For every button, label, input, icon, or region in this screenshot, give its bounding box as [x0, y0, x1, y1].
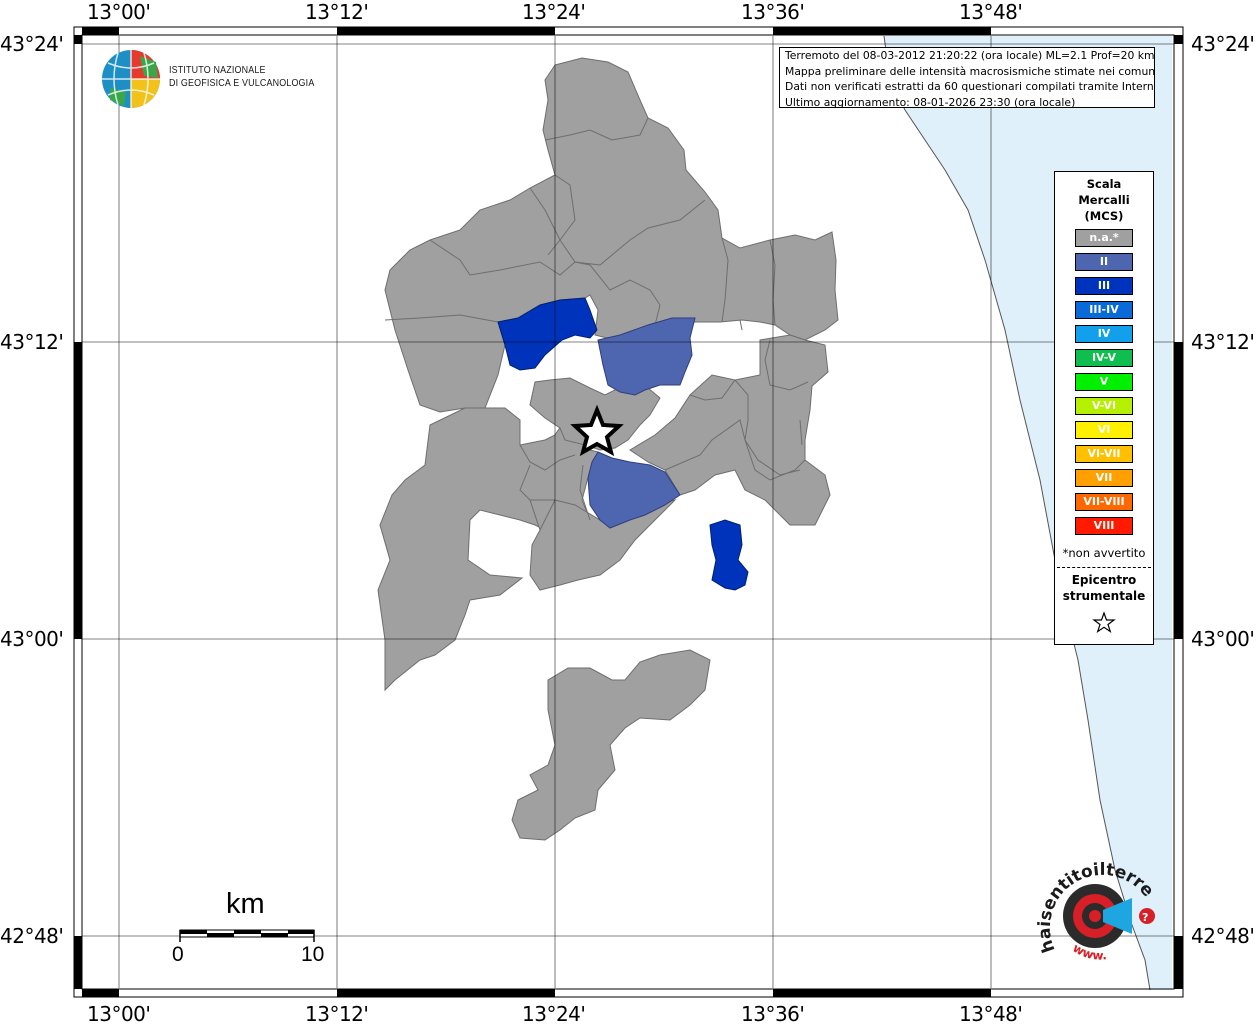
- lat-label-right-4: 42°48': [1191, 924, 1255, 948]
- scale-bar: [179, 929, 315, 942]
- lat-label-right-2: 43°12': [1191, 330, 1255, 354]
- scale-unit-label: km: [226, 888, 265, 920]
- lon-label-bottom-1: 13°00': [87, 1002, 151, 1026]
- mcs-legend: Scala Mercalli (MCS) n.a.* II III III-IV IV I…: [1054, 171, 1154, 645]
- info-line1: Terremoto del 08-03-2012 21:20:22 (ora l…: [785, 49, 1155, 62]
- ingv-globe-icon: [102, 50, 160, 108]
- legend-item: n.a.*: [1075, 229, 1133, 247]
- municipal-boundaries: [384, 117, 809, 531]
- legend-item: VII-VIII: [1075, 493, 1133, 511]
- legend-title-line3: (MCS): [1084, 209, 1124, 223]
- lat-label-left-3: 43°00': [0, 627, 64, 651]
- lat-label-right-1: 43°24': [1191, 32, 1255, 56]
- legend-title: Scala Mercalli (MCS): [1055, 176, 1153, 224]
- ingv-logo-text: ISTITUTO NAZIONALE DI GEOFISICA E VULCAN…: [169, 64, 314, 90]
- legend-item: V-VI: [1075, 397, 1133, 415]
- municipalities-III: [497, 297, 749, 591]
- epicenter-star-icon: [570, 404, 624, 457]
- lat-label-left-2: 43°12': [0, 330, 64, 354]
- lon-label-bottom-4: 13°36': [741, 1002, 805, 1026]
- badge-www-path: www.: [1070, 941, 1107, 963]
- badge-site-text: haisentitoilterremoto.it: [1030, 850, 1158, 955]
- legend-epicenter-line2: strumentale: [1062, 589, 1146, 603]
- legend-item: II: [1075, 253, 1133, 271]
- lon-label-bottom-5: 13°48': [959, 1002, 1023, 1026]
- lon-label-top-5: 13°48': [959, 0, 1023, 24]
- legend-item: IV-V: [1075, 349, 1133, 367]
- haisentito-badge: [1063, 884, 1155, 948]
- coastline: [883, 35, 1151, 991]
- legend-title-line1: Scala: [1086, 177, 1122, 191]
- lat-label-right-3: 43°00': [1191, 627, 1255, 651]
- municipalities-II: [587, 317, 696, 529]
- legend-note: *non avvertito: [1062, 546, 1146, 560]
- legend-separator: [1057, 567, 1151, 568]
- legend-item: VIII: [1075, 517, 1133, 535]
- event-info-box: Terremoto del 08-03-2012 21:20:22 (ora l…: [779, 47, 1155, 108]
- lon-label-top-2: 13°12': [305, 0, 369, 24]
- map-frame: [73, 26, 1184, 998]
- legend-item: IV: [1075, 325, 1133, 343]
- lon-label-top-1: 13°00': [87, 0, 151, 24]
- lon-label-bottom-3: 13°24': [522, 1002, 586, 1026]
- haisentito-badge-text: haisentitoilterremoto.it www. ?: [1030, 850, 1158, 963]
- info-line3: Dati non verificati estratti da 60 quest…: [785, 80, 1155, 93]
- info-line2: Mappa preliminare delle intensità macros…: [785, 64, 1155, 78]
- info-line4: Ultimo aggiornamento: 08-01-2026 23:30 (…: [785, 95, 1076, 108]
- badge-textpath: haisentitoilterremoto.it: [1030, 850, 1158, 955]
- legend-title-line2: Mercalli: [1078, 193, 1130, 207]
- graticule: [82, 36, 1174, 988]
- lon-label-bottom-2: 13°12': [305, 1002, 369, 1026]
- legend-item: VII: [1075, 469, 1133, 487]
- legend-epicenter: Epicentro strumentale: [1055, 572, 1153, 604]
- ingv-line2: DI GEOFISICA E VULCANOLOGIA: [169, 77, 315, 89]
- lat-label-left-4: 42°48': [0, 924, 64, 948]
- lon-label-top-4: 13°36': [741, 0, 805, 24]
- lat-label-left-1: 43°24': [0, 32, 64, 56]
- badge-question-mark: ?: [1142, 911, 1148, 924]
- legend-item: III: [1075, 277, 1133, 295]
- legend-item: VI-VII: [1075, 445, 1133, 463]
- legend-star-icon: [1092, 611, 1116, 633]
- legend-item: III-IV: [1075, 301, 1133, 319]
- legend-item: VI: [1075, 421, 1133, 439]
- scale-end-label: 10: [301, 943, 325, 966]
- lon-label-top-3: 13°24': [522, 0, 586, 24]
- badge-www-text: www.: [1070, 941, 1107, 963]
- legend-epicenter-line1: Epicentro: [1071, 573, 1137, 587]
- scale-start-label: 0: [172, 943, 184, 966]
- legend-item: V: [1075, 373, 1133, 391]
- ingv-line1: ISTITUTO NAZIONALE: [169, 64, 266, 76]
